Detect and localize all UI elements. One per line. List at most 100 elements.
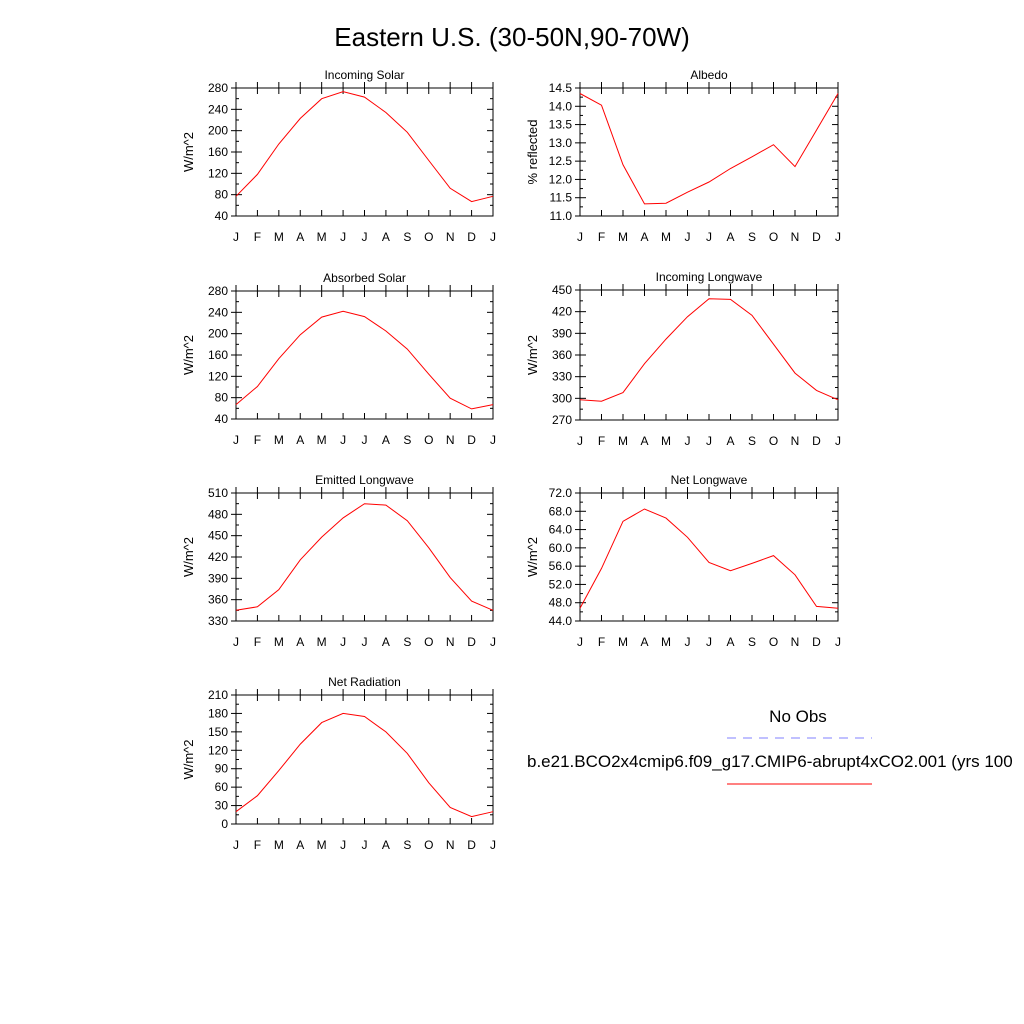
- x-tick-label: A: [382, 433, 390, 447]
- x-tick-label: A: [382, 230, 390, 244]
- x-tick-label: N: [791, 434, 800, 448]
- x-tick-label: M: [317, 838, 327, 852]
- y-tick-label: 60.0: [549, 541, 573, 555]
- y-tick-label: 52.0: [549, 577, 573, 591]
- x-tick-label: J: [685, 635, 691, 649]
- x-tick-label: A: [640, 434, 648, 448]
- x-tick-label: J: [685, 434, 691, 448]
- x-tick-label: O: [769, 635, 778, 649]
- y-tick-label: 300: [552, 391, 572, 405]
- x-tick-label: N: [791, 635, 800, 649]
- y-tick-label: 150: [208, 725, 228, 739]
- x-tick-label: J: [577, 434, 583, 448]
- x-tick-label: S: [403, 838, 411, 852]
- panels: Incoming Solar W/m^2 280 240 200 160 120 80 40 J F…: [181, 68, 841, 852]
- x-tick-label: M: [661, 230, 671, 244]
- chart-panel: Net Longwave W/m^2 72.0 68.0 64.0 60.0 56.0 52.…: [525, 473, 841, 649]
- x-tick-label: M: [317, 433, 327, 447]
- x-tick-label: J: [490, 838, 496, 852]
- y-tick-label: 11.0: [550, 209, 573, 223]
- y-tick-label: 48.0: [549, 596, 573, 610]
- y-tick-label: 180: [208, 706, 228, 720]
- chart-panel: Incoming Longwave W/m^2 450 420 390 360 330 300…: [525, 270, 841, 448]
- y-tick-label: 11.5: [550, 191, 573, 205]
- y-tick-label: 90: [215, 762, 229, 776]
- x-tick-label: N: [446, 838, 455, 852]
- x-tick-label: D: [467, 635, 476, 649]
- x-tick-label: M: [317, 230, 327, 244]
- y-axis-label: W/m^2: [181, 537, 196, 577]
- y-tick-label: 60: [215, 780, 229, 794]
- chart-panel: Incoming Solar W/m^2 280 240 200 160 120 80 40 J F…: [181, 68, 496, 244]
- y-tick-label: 450: [552, 283, 572, 297]
- y-tick-label: 120: [208, 369, 228, 383]
- x-tick-label: F: [254, 635, 261, 649]
- x-tick-label: O: [769, 434, 778, 448]
- x-tick-label: J: [835, 434, 841, 448]
- y-tick-label: 120: [208, 166, 228, 180]
- y-tick-label: 390: [208, 571, 228, 585]
- x-tick-label: N: [446, 635, 455, 649]
- y-axis-label: W/m^2: [525, 335, 540, 375]
- x-tick-label: J: [706, 434, 712, 448]
- x-tick-label: M: [618, 230, 628, 244]
- x-tick-label: D: [812, 635, 821, 649]
- x-tick-label: O: [424, 635, 433, 649]
- x-tick-label: S: [748, 434, 756, 448]
- y-tick-label: 160: [208, 145, 228, 159]
- x-tick-label: N: [446, 433, 455, 447]
- x-tick-label: J: [362, 838, 368, 852]
- series-line: [579, 93, 839, 205]
- chart-title: Emitted Longwave: [315, 473, 414, 487]
- y-tick-label: 14.5: [549, 81, 573, 95]
- y-tick-label: 270: [552, 413, 572, 427]
- plot-frame: [235, 492, 494, 622]
- y-tick-label: 72.0: [549, 486, 573, 500]
- x-tick-label: A: [296, 230, 304, 244]
- y-axis-label: W/m^2: [181, 335, 196, 375]
- x-tick-label: M: [661, 434, 671, 448]
- x-tick-label: F: [254, 433, 261, 447]
- y-tick-label: 240: [208, 102, 228, 116]
- y-tick-label: 330: [208, 614, 228, 628]
- x-tick-label: F: [598, 434, 605, 448]
- series-line: [235, 712, 494, 818]
- x-tick-label: D: [812, 230, 821, 244]
- page-title: Eastern U.S. (30-50N,90-70W): [334, 22, 689, 52]
- y-tick-label: 120: [208, 743, 228, 757]
- series-line: [579, 508, 839, 609]
- plot-frame: [579, 492, 839, 622]
- y-tick-label: 14.0: [549, 99, 573, 113]
- x-tick-label: D: [812, 434, 821, 448]
- x-tick-label: J: [340, 635, 346, 649]
- y-tick-label: 280: [208, 284, 228, 298]
- y-tick-label: 56.0: [549, 559, 573, 573]
- x-tick-label: M: [618, 434, 628, 448]
- x-tick-label: J: [362, 635, 368, 649]
- series-line: [235, 310, 494, 410]
- chart-title: Net Longwave: [671, 473, 748, 487]
- x-tick-label: D: [467, 433, 476, 447]
- x-tick-label: J: [340, 433, 346, 447]
- series-line: [579, 298, 839, 402]
- x-tick-label: O: [424, 230, 433, 244]
- x-tick-label: J: [233, 635, 239, 649]
- x-tick-label: S: [403, 230, 411, 244]
- x-tick-label: J: [685, 230, 691, 244]
- x-tick-label: N: [791, 230, 800, 244]
- x-tick-label: O: [424, 838, 433, 852]
- x-tick-label: J: [835, 635, 841, 649]
- y-tick-label: 480: [208, 507, 228, 521]
- plot-frame: [235, 694, 494, 825]
- x-tick-label: A: [296, 635, 304, 649]
- y-tick-label: 13.0: [549, 136, 573, 150]
- y-tick-label: 210: [208, 688, 228, 702]
- chart-panel: Absorbed Solar W/m^2 280 240 200 160 120 80 40 J F…: [181, 271, 496, 447]
- legend-model-label: b.e21.BCO2x4cmip6.f09_g17.CMIP6-abrupt4x…: [527, 752, 1013, 771]
- chart-title: Incoming Longwave: [656, 270, 763, 284]
- y-tick-label: 200: [208, 327, 228, 341]
- x-tick-label: J: [706, 230, 712, 244]
- x-tick-label: O: [424, 433, 433, 447]
- x-tick-label: M: [274, 635, 284, 649]
